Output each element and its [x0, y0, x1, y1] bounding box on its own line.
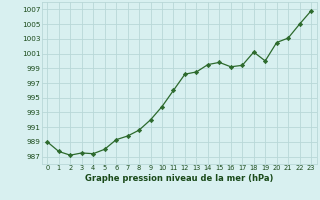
X-axis label: Graphe pression niveau de la mer (hPa): Graphe pression niveau de la mer (hPa)	[85, 174, 273, 183]
